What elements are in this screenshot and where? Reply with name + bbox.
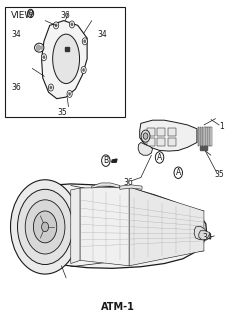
Circle shape: [54, 22, 59, 29]
Text: 36: 36: [60, 11, 70, 20]
Ellipse shape: [53, 34, 79, 84]
Bar: [168, 128, 176, 136]
Text: B: B: [28, 11, 33, 16]
Circle shape: [67, 90, 72, 97]
Bar: [5, 7, 125, 117]
Circle shape: [68, 92, 71, 95]
Circle shape: [155, 152, 164, 163]
Text: A: A: [157, 153, 162, 162]
Polygon shape: [71, 188, 80, 264]
Bar: [157, 128, 165, 136]
Circle shape: [43, 56, 45, 59]
Text: A: A: [176, 168, 181, 177]
Polygon shape: [80, 187, 129, 266]
Circle shape: [174, 167, 182, 179]
Circle shape: [69, 21, 74, 28]
Polygon shape: [206, 126, 208, 146]
Ellipse shape: [141, 130, 150, 142]
Bar: [168, 138, 176, 146]
Polygon shape: [140, 120, 197, 151]
Text: 34: 34: [11, 30, 21, 39]
Polygon shape: [112, 159, 117, 162]
Polygon shape: [204, 126, 206, 146]
Circle shape: [50, 86, 52, 89]
Text: 34: 34: [98, 30, 107, 39]
Bar: [147, 138, 155, 146]
Circle shape: [82, 38, 87, 45]
Circle shape: [48, 84, 54, 91]
Bar: [157, 138, 165, 146]
Circle shape: [42, 222, 49, 232]
Polygon shape: [208, 126, 210, 146]
Polygon shape: [129, 187, 204, 266]
Polygon shape: [92, 183, 120, 188]
Circle shape: [55, 24, 57, 27]
Circle shape: [33, 211, 57, 243]
Polygon shape: [42, 20, 87, 99]
Polygon shape: [202, 126, 204, 146]
Ellipse shape: [35, 43, 44, 52]
Text: 35: 35: [58, 108, 67, 117]
Polygon shape: [200, 126, 201, 146]
Text: 36: 36: [11, 84, 21, 92]
Text: VIEW: VIEW: [11, 11, 35, 20]
Circle shape: [25, 200, 65, 254]
Circle shape: [143, 133, 148, 139]
Circle shape: [40, 46, 43, 50]
Polygon shape: [138, 142, 153, 155]
Polygon shape: [120, 185, 142, 189]
Circle shape: [71, 23, 73, 26]
Polygon shape: [199, 231, 211, 240]
Circle shape: [11, 180, 80, 274]
Polygon shape: [194, 226, 206, 240]
Circle shape: [81, 67, 86, 74]
Circle shape: [84, 40, 86, 43]
Circle shape: [41, 54, 47, 61]
Polygon shape: [12, 184, 207, 268]
Text: 1: 1: [219, 122, 224, 131]
Circle shape: [36, 45, 40, 51]
Text: B: B: [103, 156, 108, 165]
Circle shape: [102, 155, 110, 166]
Polygon shape: [211, 126, 212, 146]
Text: ATM-1: ATM-1: [101, 302, 134, 312]
Bar: [147, 128, 155, 136]
Circle shape: [27, 9, 34, 18]
Text: 36: 36: [123, 178, 133, 187]
Text: 35: 35: [214, 170, 224, 179]
Circle shape: [18, 189, 73, 265]
Text: 34: 34: [203, 233, 212, 242]
Circle shape: [82, 68, 85, 72]
Polygon shape: [198, 126, 199, 146]
Polygon shape: [200, 146, 208, 150]
